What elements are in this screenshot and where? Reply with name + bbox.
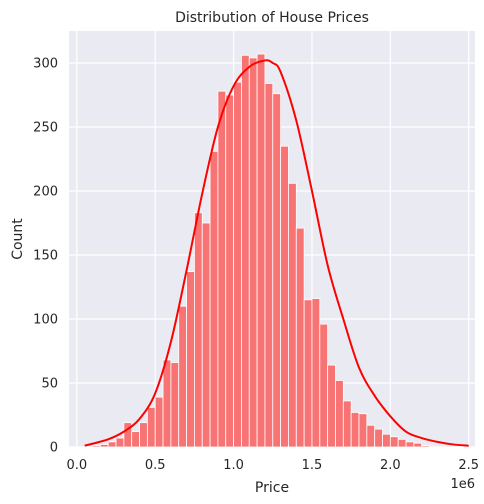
x-tick-labels: 0.0 0.5 1.0 1.5 2.0 2.5 bbox=[66, 458, 479, 473]
x-offset-label: 1e6 bbox=[450, 477, 475, 492]
histogram-bar bbox=[366, 424, 376, 448]
histogram-bar bbox=[303, 299, 313, 448]
histogram-bar bbox=[178, 305, 187, 448]
histogram-bar bbox=[139, 422, 148, 448]
y-tick-label: 250 bbox=[33, 121, 58, 136]
x-tick-label: 1.5 bbox=[302, 458, 323, 473]
histogram-bar bbox=[327, 364, 336, 448]
histogram-bar bbox=[311, 298, 321, 448]
histogram-bar bbox=[295, 227, 305, 448]
histogram-bar bbox=[342, 400, 352, 448]
x-tick-label: 2.0 bbox=[380, 458, 401, 473]
y-axis-label: Count bbox=[10, 218, 26, 260]
histogram-bar bbox=[358, 413, 368, 448]
histogram-bar bbox=[256, 53, 266, 448]
histogram-bar bbox=[241, 54, 250, 448]
histogram-bar bbox=[233, 81, 242, 448]
histogram-bar bbox=[335, 380, 344, 448]
histogram-bar bbox=[162, 359, 172, 448]
histogram-bar bbox=[350, 412, 360, 448]
histogram-bar bbox=[264, 83, 274, 448]
histogram-bar bbox=[405, 441, 415, 448]
histogram-bar bbox=[146, 406, 156, 448]
y-tick-label: 150 bbox=[33, 249, 58, 264]
histogram-bar bbox=[248, 57, 258, 448]
histogram-bar bbox=[194, 212, 203, 448]
histogram-bar bbox=[225, 94, 234, 448]
histogram-bar bbox=[170, 362, 180, 448]
histogram-bar bbox=[280, 145, 289, 448]
chart-title: Distribution of House Prices bbox=[175, 10, 369, 26]
histogram-bar bbox=[288, 182, 297, 448]
y-tick-labels: 0 50 100 150 200 250 300 bbox=[33, 57, 58, 456]
histogram-bar bbox=[154, 396, 164, 448]
histogram-bar bbox=[382, 433, 391, 448]
histogram-bar bbox=[389, 436, 399, 448]
x-tick-label: 2.5 bbox=[458, 458, 479, 473]
histogram-bars bbox=[92, 53, 430, 448]
histogram-bar bbox=[92, 445, 101, 448]
x-tick-label: 1.0 bbox=[223, 458, 244, 473]
histogram-bar bbox=[99, 444, 109, 448]
x-tick-label: 0.0 bbox=[66, 458, 87, 473]
histogram-bar bbox=[201, 222, 211, 448]
histogram-bar bbox=[217, 90, 227, 448]
y-tick-label: 100 bbox=[33, 313, 58, 328]
histogram-bar bbox=[397, 438, 407, 448]
y-tick-label: 50 bbox=[41, 377, 58, 392]
y-tick-label: 300 bbox=[33, 57, 58, 72]
histogram-bar bbox=[107, 441, 117, 448]
kde-line bbox=[84, 59, 469, 447]
x-axis-label: Price bbox=[255, 480, 289, 496]
histogram-bar bbox=[421, 445, 430, 448]
y-tick-label: 200 bbox=[33, 185, 58, 200]
histogram-bar bbox=[186, 271, 195, 448]
histogram-bar bbox=[115, 437, 125, 448]
histogram-bar bbox=[319, 323, 329, 448]
histogram-bar bbox=[413, 442, 423, 448]
histogram-bar bbox=[374, 428, 383, 448]
x-tick-label: 0.5 bbox=[145, 458, 166, 473]
y-tick-label: 0 bbox=[50, 441, 58, 456]
histogram-bar bbox=[272, 93, 282, 448]
histogram-bar bbox=[131, 431, 140, 448]
histogram-bar bbox=[209, 150, 219, 448]
